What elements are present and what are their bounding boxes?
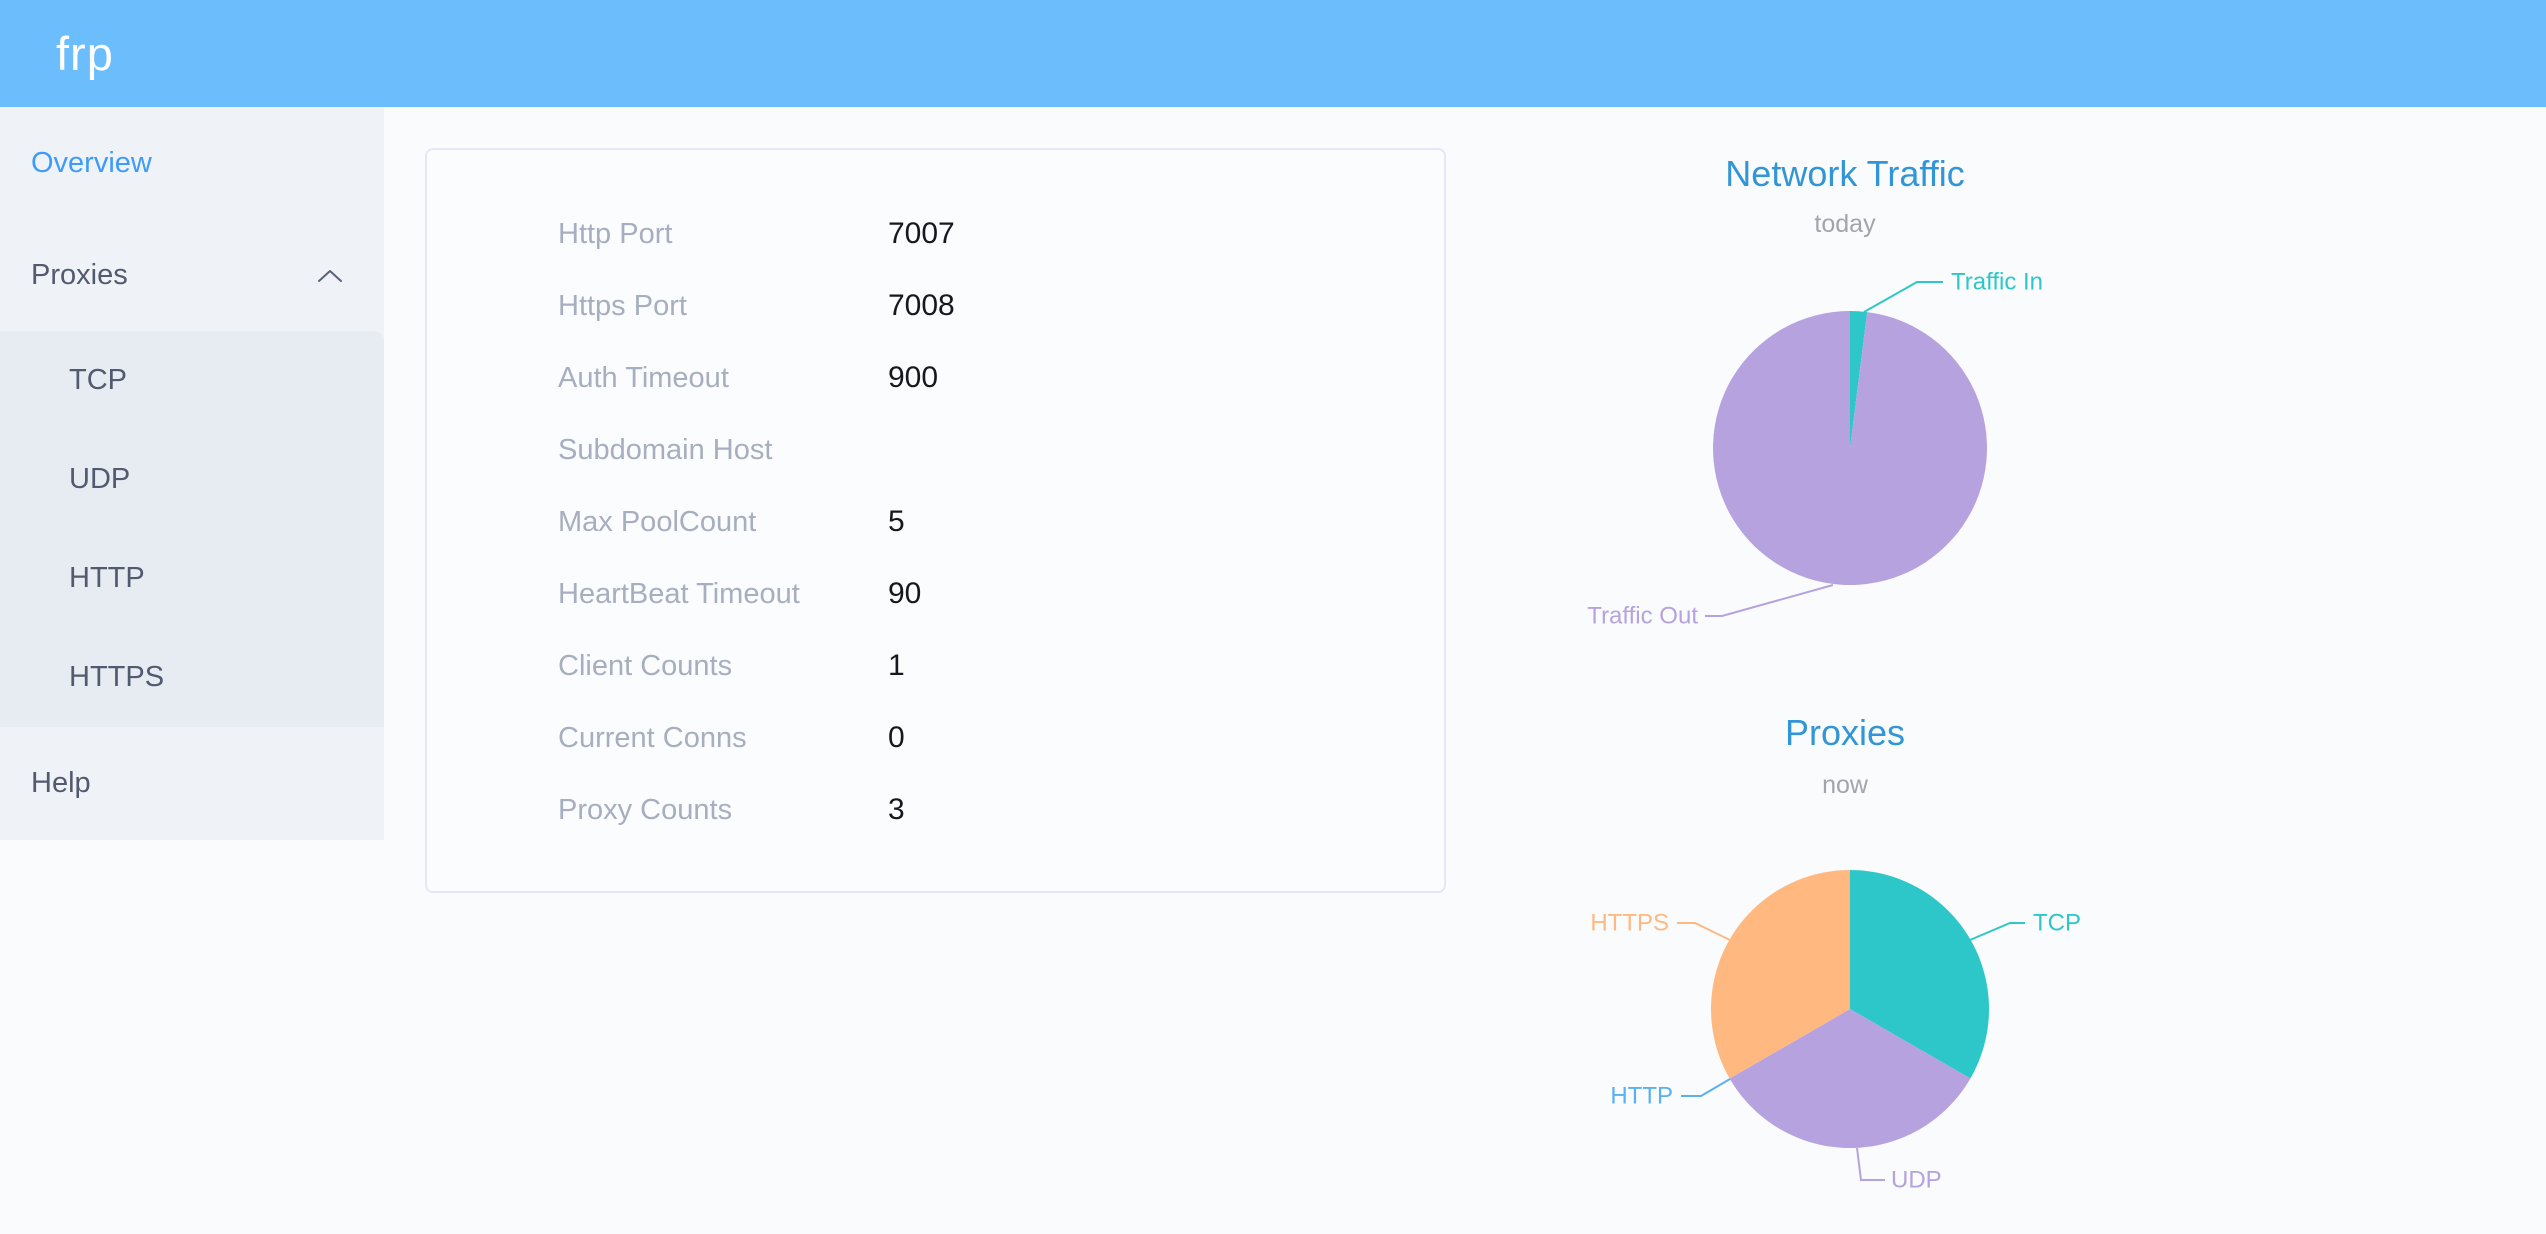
table-row: Proxy Counts 3 — [427, 774, 1444, 846]
row-label: Https Port — [558, 289, 687, 322]
leader-line-tcp — [1969, 922, 2025, 941]
proxies-submenu: TCP UDP HTTP HTTPS — [0, 331, 384, 727]
row-label: Current Conns — [558, 721, 747, 754]
leader-line-traffic-out — [1705, 584, 1834, 617]
leader-line-https — [1677, 922, 1731, 941]
proxies-subtitle: now — [1822, 771, 1868, 799]
pie-slice-https[interactable] — [1711, 870, 1850, 1079]
table-row: Auth Timeout 900 — [427, 342, 1444, 414]
label-traffic-out: Traffic Out — [1587, 603, 1698, 630]
row-label: Proxy Counts — [558, 793, 733, 826]
table-row: Https Port 7008 — [427, 270, 1444, 342]
sidebar-item-label: Overview — [31, 146, 152, 179]
pie-slice-udp[interactable] — [1729, 1009, 1971, 1148]
app-header: frp — [0, 0, 2546, 107]
table-row: Http Port 7007 — [427, 198, 1444, 270]
row-value: 90 — [888, 577, 922, 610]
row-label: Auth Timeout — [558, 361, 729, 394]
row-value: 7007 — [888, 217, 955, 250]
label-udp: UDP — [1891, 1167, 1942, 1194]
row-label: Subdomain Host — [558, 433, 773, 466]
pie-slice-traffic-in[interactable] — [1850, 311, 1868, 448]
sidebar-item-tcp[interactable]: TCP — [69, 364, 127, 396]
label-https: HTTPS — [1590, 910, 1669, 937]
pie-slice-traffic-out[interactable] — [1713, 311, 1987, 585]
row-label: Client Counts — [558, 649, 733, 682]
chevron-up-icon — [316, 259, 344, 292]
server-info-table: Http Port 7007 Https Port 7008 Auth Timeout 9… — [427, 198, 1444, 846]
network-traffic-chart: Network Traffic today Traffic In Traffic… — [1505, 140, 2185, 720]
sidebar-item-proxies[interactable]: Proxies — [0, 219, 384, 331]
leader-line-traffic-in — [1863, 281, 1943, 313]
table-row: Subdomain Host — [427, 414, 1444, 486]
pie-slice-tcp[interactable] — [1850, 870, 1989, 1079]
label-tcp: TCP — [2033, 910, 2081, 937]
sidebar-item-help[interactable]: Help — [0, 727, 384, 839]
proxies-pie: TCP HTTPS HTTP UDP — [1590, 870, 2081, 1194]
row-label: HeartBeat Timeout — [558, 577, 800, 610]
label-traffic-in: Traffic In — [1951, 269, 2043, 296]
row-value: 7008 — [888, 289, 955, 322]
row-value: 0 — [888, 721, 905, 754]
sidebar-item-http[interactable]: HTTP — [69, 562, 145, 594]
sidebar-item-https[interactable]: HTTPS — [69, 661, 165, 693]
row-value: 5 — [888, 505, 905, 538]
row-label: Http Port — [558, 217, 673, 250]
row-value: 3 — [888, 793, 905, 826]
app-logo: frp — [56, 27, 114, 80]
sidebar-item-label: Proxies — [31, 258, 128, 291]
sidebar: Overview Proxies TCP UDP HTTP HTTPS Help — [0, 107, 384, 840]
network-traffic-pie: Traffic In Traffic Out — [1587, 269, 2043, 630]
row-value: 900 — [888, 361, 939, 394]
sidebar-item-udp[interactable]: UDP — [69, 463, 131, 495]
proxies-chart: Proxies now TCP HTTPS HTTP UDP — [1505, 700, 2185, 1234]
leader-line-udp — [1856, 1147, 1885, 1181]
table-row: Current Conns 0 — [427, 702, 1444, 774]
table-row: HeartBeat Timeout 90 — [427, 558, 1444, 630]
server-info-card: Http Port 7007 Https Port 7008 Auth Timeout 9… — [425, 148, 1446, 893]
sidebar-item-overview[interactable]: Overview — [0, 107, 384, 219]
proxies-title: Proxies — [1784, 712, 1906, 753]
table-row: Client Counts 1 — [427, 630, 1444, 702]
sidebar-item-label: Help — [31, 766, 91, 799]
table-row: Max PoolCount 5 — [427, 486, 1444, 558]
network-traffic-title: Network Traffic — [1725, 153, 1965, 194]
leader-line-http — [1681, 1078, 1731, 1097]
label-http: HTTP — [1610, 1083, 1673, 1110]
row-value: 1 — [888, 649, 905, 682]
network-traffic-subtitle: today — [1814, 210, 1876, 238]
row-label: Max PoolCount — [558, 505, 757, 538]
